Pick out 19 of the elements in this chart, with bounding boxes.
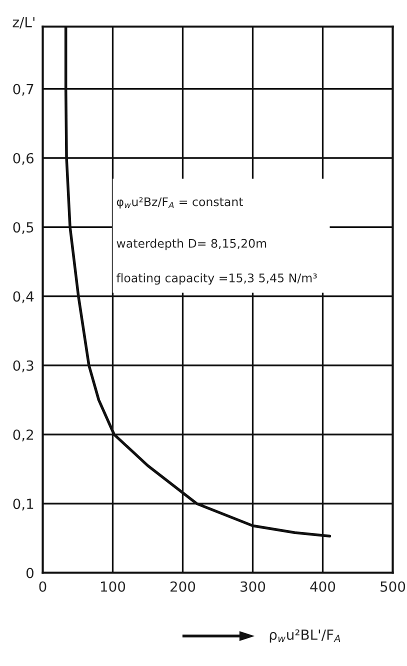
y-tick-label: 0,6 bbox=[13, 152, 34, 165]
y-tick-label: 0 bbox=[26, 568, 34, 578]
y-tick-label: 0,5 bbox=[13, 222, 34, 234]
x-tick-label: 300 bbox=[240, 581, 266, 592]
x-tick-label: 400 bbox=[310, 581, 336, 592]
x-tick-label: 200 bbox=[170, 581, 196, 592]
y-tick-label: 0,1 bbox=[13, 498, 34, 511]
y-tick-label: 0,7 bbox=[13, 84, 34, 96]
annotation: floating capacity =15,3 5,45 N/m³ bbox=[116, 273, 317, 285]
x-tick-label: 0 bbox=[39, 581, 46, 592]
annotation: φ$_{w}$u²Bz/F$_{A}$ = constant bbox=[116, 197, 244, 209]
x-tick-label: 100 bbox=[101, 581, 126, 592]
y-tick-label: 0,4 bbox=[13, 291, 34, 304]
y-axis-title: z/L' bbox=[12, 17, 34, 28]
y-tick-label: 0,3 bbox=[13, 360, 34, 372]
x-axis-title: ρ$_{w}$u²BL'/F$_{A}$ bbox=[270, 629, 340, 643]
annotation: waterdepth D= 8,15,20m bbox=[116, 238, 266, 250]
x-tick-label: 500 bbox=[380, 581, 406, 592]
y-tick-label: 0,2 bbox=[13, 429, 34, 442]
